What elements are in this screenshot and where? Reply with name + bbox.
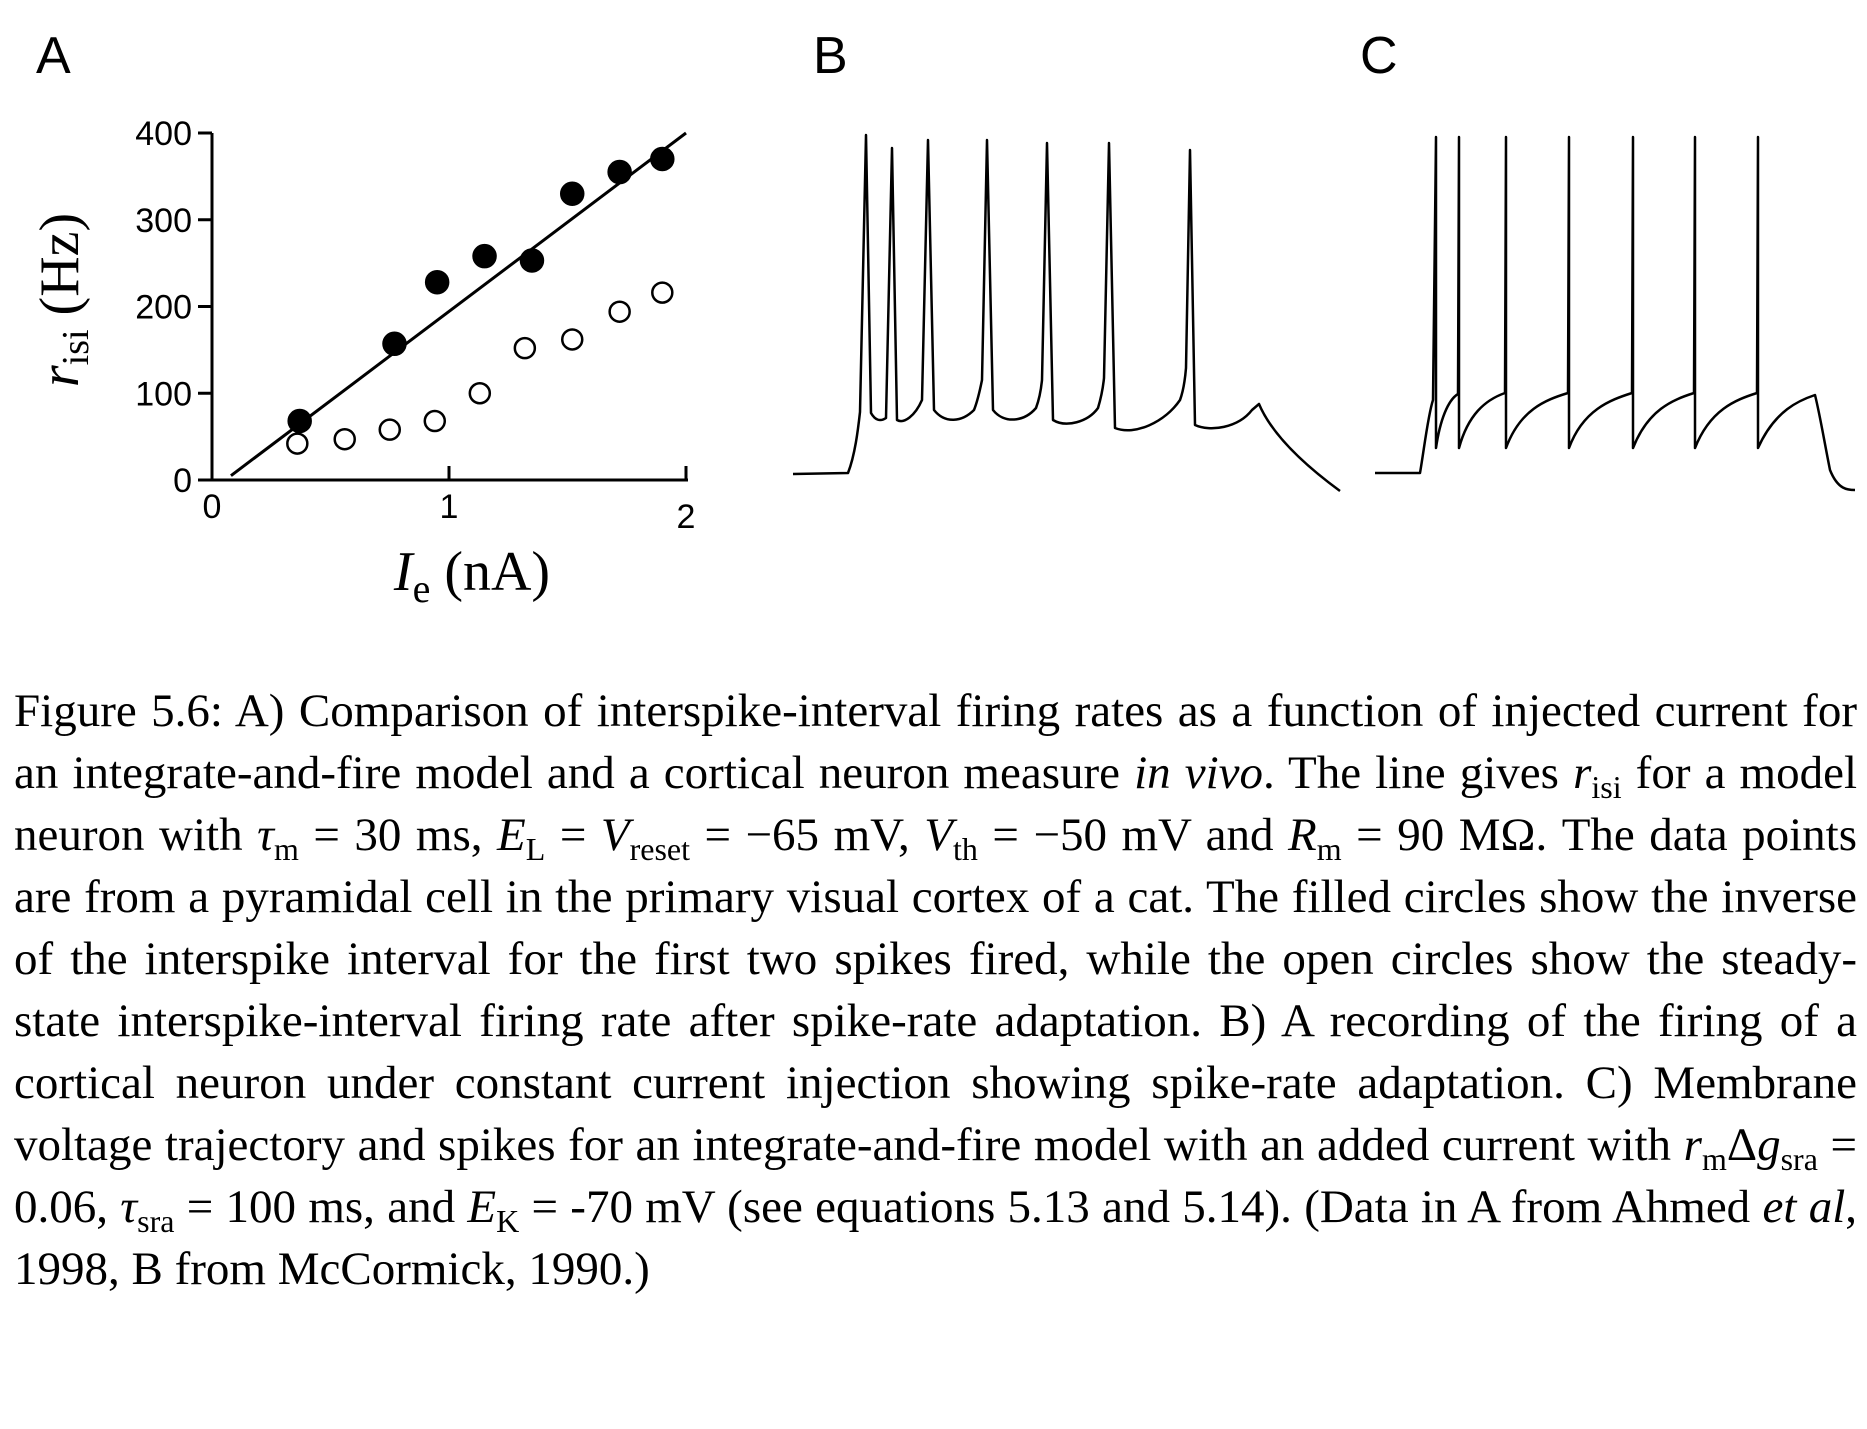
y-axis-title: risi (Hz) (29, 213, 97, 387)
caption-body: A) Comparison of interspike-interval fir… (14, 685, 1858, 1295)
filled-data-point (424, 269, 450, 295)
open-data-point (468, 382, 492, 405)
y-axis-subscript: isi (55, 329, 97, 365)
y-axis-unit (29, 315, 91, 329)
x-axis-unit-text: (nA) (444, 541, 550, 603)
open-data-point (378, 418, 401, 441)
x-axis-symbol: I (393, 541, 415, 603)
filled-data-point (382, 331, 407, 357)
panel-label-b: B (813, 27, 848, 85)
filled-data-point (559, 181, 585, 206)
filled-data-point (607, 159, 632, 185)
figure-caption: Figure 5.6: A) Comparison of interspike-… (14, 680, 1857, 1300)
x-axis-subscript: e (413, 566, 431, 611)
y-tick-label: 0 (173, 462, 192, 500)
panel-c-voltage-trace (1375, 135, 1856, 492)
open-data-point (333, 427, 356, 451)
open-data-point (651, 281, 674, 304)
x-tick-label: 1 (440, 488, 459, 526)
panel-a-scatter-plot: 0 100 200 300 400 0 1 2 risi (Hz) Ie (nA) (29, 115, 695, 611)
panel-b-voltage-trace (792, 133, 1341, 493)
panel-label-a: A (36, 27, 71, 85)
figure: A B C 0 100 200 300 400 0 1 2 risi (Hz) Ie (nA… (29, 27, 1856, 611)
filled-data-point (472, 243, 497, 269)
x-axis-title: Ie (nA) (393, 541, 550, 611)
y-axis-unit-text: (Hz) (29, 213, 91, 316)
x-tick-label: 0 (203, 488, 222, 526)
open-data-point (560, 328, 584, 351)
open-data-point (423, 409, 447, 433)
figure-label: Figure 5.6: (14, 685, 223, 737)
y-tick-label: 100 (135, 375, 192, 413)
filled-data-point (650, 146, 675, 172)
y-tick-label: 400 (135, 115, 192, 153)
y-tick-label: 200 (135, 289, 192, 327)
y-axis-symbol: r (29, 365, 91, 387)
x-axis-spacer (430, 541, 444, 603)
panel-label-c: C (1360, 27, 1398, 85)
x-tick-label: 2 (677, 498, 696, 536)
open-data-point (513, 336, 537, 360)
open-data-point (608, 300, 631, 323)
filled-data-point (519, 248, 545, 273)
open-data-point (286, 432, 309, 455)
y-tick-label: 300 (135, 202, 192, 240)
filled-data-point (287, 408, 312, 434)
